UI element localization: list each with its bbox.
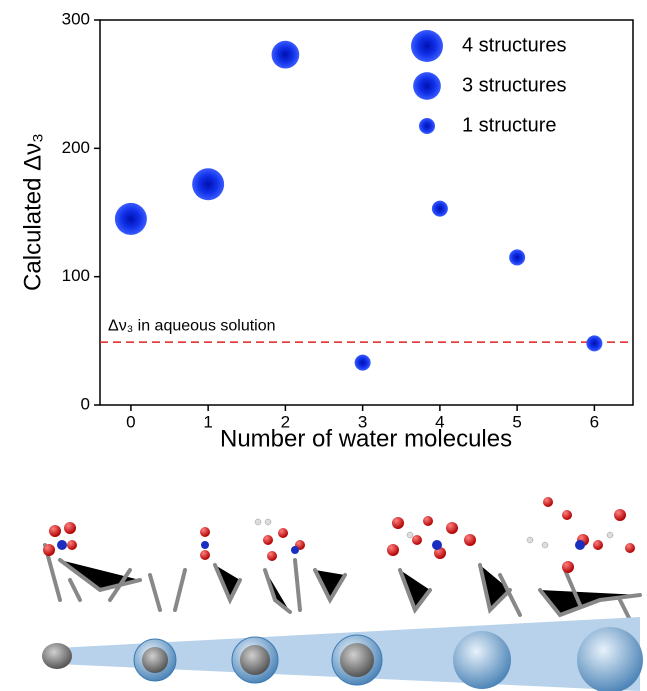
bubble (509, 249, 526, 266)
x-axis-title: Number of water molecules (220, 425, 512, 452)
legend-label: 4 structures (462, 34, 566, 56)
y-tick-label: 0 (81, 394, 90, 413)
molecular-structures (43, 497, 642, 622)
legend-label: 3 structures (462, 74, 566, 96)
legend-label: 1 structure (462, 114, 556, 136)
bubble (114, 202, 147, 235)
x-tick-label: 1 (203, 412, 212, 431)
x-tick-label: 3 (358, 412, 367, 431)
bubble (431, 200, 448, 217)
y-tick-label: 200 (62, 138, 90, 157)
x-tick-label: 4 (435, 412, 444, 431)
reference-label: Δν₃ in aqueous solution (108, 317, 276, 334)
y-tick-label: 100 (62, 266, 90, 285)
bubble (586, 335, 603, 352)
bubble (354, 354, 371, 371)
y-axis-title: Calculated Δν₃ (19, 133, 46, 291)
bubble (192, 168, 225, 201)
plot-frame (99, 19, 634, 406)
y-tick-label: 300 (62, 9, 90, 28)
x-tick-label: 0 (126, 412, 135, 431)
cluster-scale (42, 617, 643, 691)
x-tick-label: 5 (512, 412, 521, 431)
bubble (271, 40, 300, 69)
legend-marker (413, 72, 441, 100)
x-tick-label: 6 (590, 412, 599, 431)
x-tick-label: 2 (281, 412, 290, 431)
legend-marker (419, 118, 435, 134)
legend-marker (411, 30, 443, 62)
